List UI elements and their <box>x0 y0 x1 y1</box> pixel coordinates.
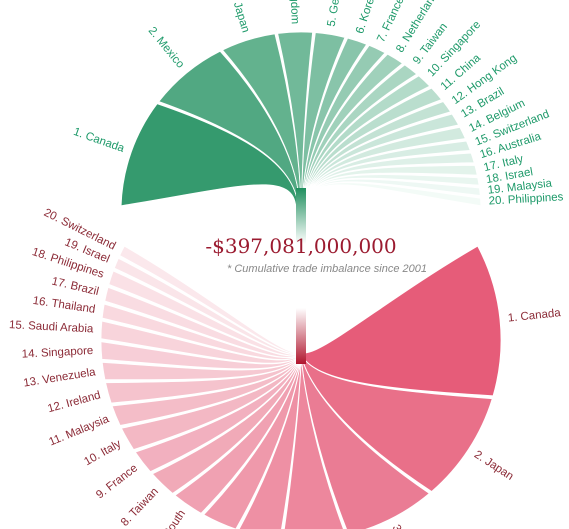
import-label: 15. Saudi Arabia <box>9 319 94 335</box>
import-label: 12. Ireland <box>46 389 102 415</box>
trade-balance-note: * Cumulative trade imbalance since 2001 <box>227 263 427 275</box>
import-flow <box>119 245 307 354</box>
import-label: 1. Canada <box>507 307 562 324</box>
import-flows <box>100 245 502 529</box>
export-label: 1. Canada <box>72 126 127 155</box>
import-label: 3. Mexico <box>390 523 423 529</box>
import-flow <box>295 245 502 397</box>
import-label: 10. Italy <box>82 438 123 469</box>
import-label: 9. France <box>94 462 140 501</box>
export-label: 3. Japan <box>227 0 251 34</box>
export-flow <box>304 113 460 211</box>
trade-balance-total: -$397,081,000,000 <box>205 234 396 258</box>
import-label: 13. Venezuela <box>23 366 97 389</box>
export-label: 2. Mexico <box>146 25 187 71</box>
export-label: 4. United Kingdom <box>286 0 301 24</box>
import-label: 11. Malaysia <box>47 413 111 449</box>
import-label: 14. Singapore <box>21 345 93 361</box>
export-flow <box>158 50 301 211</box>
import-flow <box>120 341 305 451</box>
import-label: 8. Taiwan <box>119 486 161 529</box>
import-flow <box>299 341 430 529</box>
import-flow <box>297 341 493 492</box>
export-label: 20. Philippines <box>488 191 564 207</box>
export-flow <box>305 182 482 211</box>
import-label: 16. Thailand <box>32 295 96 316</box>
export-label: 5. Germany <box>326 0 348 27</box>
import-label: 2. Japan <box>472 449 516 483</box>
import-stem <box>296 308 306 364</box>
export-stem <box>296 188 306 244</box>
export-flow <box>120 103 299 211</box>
export-flows <box>120 31 482 211</box>
import-label: 17. Brazil <box>50 275 99 298</box>
